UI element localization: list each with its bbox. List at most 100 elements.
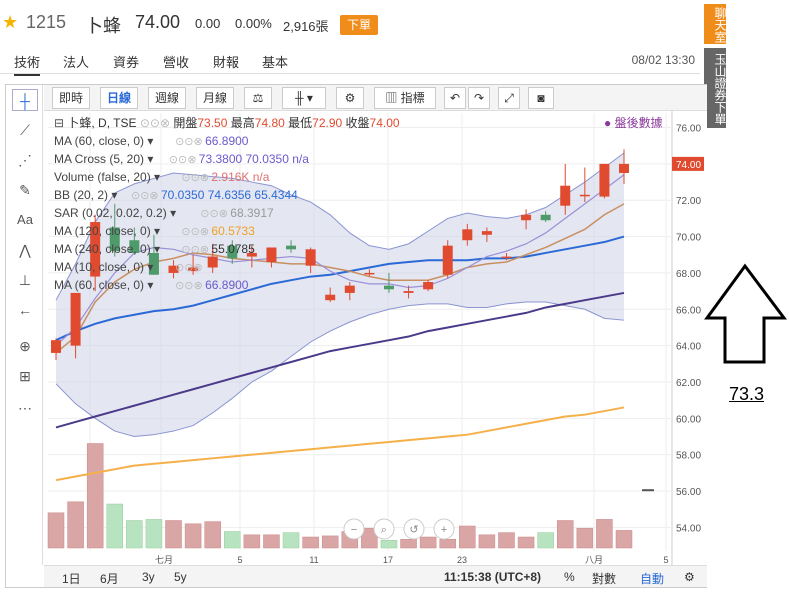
order-button[interactable]: 下單	[340, 15, 378, 35]
period-monthly-button[interactable]: 月線	[196, 87, 234, 109]
chat-room-button[interactable]: 聊天室	[704, 4, 727, 44]
candle-body	[344, 285, 355, 293]
volume-bar	[86, 443, 104, 549]
period-daily-button[interactable]: 日線	[100, 87, 138, 109]
x-tick-label: 11	[309, 555, 318, 565]
crosshair-icon[interactable]: ┼	[12, 89, 38, 111]
legend-row-label: SAR (0.02, 0.02, 0.2) ▾	[54, 206, 176, 220]
legend-row-icons: ⊙⊙⊗	[175, 262, 203, 274]
volume-bar	[400, 538, 417, 549]
volume-bar	[67, 501, 84, 549]
range-3y-button[interactable]: 3y	[142, 570, 155, 584]
volume-bar	[478, 534, 496, 549]
candle-body	[109, 227, 120, 252]
gear-icon[interactable]: ⚙	[336, 87, 364, 109]
candle-body	[168, 265, 179, 273]
fib-icon[interactable]: ⋰	[18, 152, 32, 168]
x-tick-label: 八月	[585, 555, 603, 565]
compare-icon[interactable]: ⚖	[244, 87, 272, 109]
ruler-icon[interactable]: ⊞	[19, 368, 31, 384]
measure-icon[interactable]: ⊥	[18, 272, 32, 288]
candle-body	[70, 292, 81, 346]
volume-bar	[302, 536, 319, 549]
arrow-left-icon[interactable]: ←	[18, 302, 32, 318]
volume-bar	[517, 536, 535, 549]
trade-volume: 2,916張	[283, 19, 329, 34]
range-1d-button[interactable]: 1日	[62, 572, 81, 586]
volume-bar	[596, 519, 613, 549]
more-icon[interactable]: ⋯	[18, 400, 32, 416]
candle-body	[423, 282, 434, 290]
candle-type-icon[interactable]: ╫ ▾	[282, 87, 326, 109]
candle-body	[383, 285, 394, 290]
volume-bar	[106, 503, 124, 549]
legend-row-label: MA Cross (5, 20) ▾	[54, 152, 153, 166]
volume-bar	[537, 532, 554, 549]
candle-body	[148, 252, 159, 275]
volume-bar	[439, 538, 456, 549]
pattern-icon[interactable]: ⋀	[19, 242, 31, 258]
stock-price: 74.00	[135, 12, 181, 32]
tab-technical[interactable]: 技術	[14, 52, 41, 76]
section-tabs: 技術 法人 資券 營收 財報 基本 08/02 13:30	[0, 48, 700, 76]
zoom-control-glyph: ⌕	[381, 524, 387, 536]
undo-icon[interactable]: ↶	[444, 87, 466, 109]
indicators-icon: ▥	[385, 91, 401, 105]
candle-body	[481, 231, 492, 235]
log-toggle[interactable]: 對數	[592, 572, 617, 586]
volume-bar	[556, 520, 574, 549]
legend-row-icons: ⊙⊙⊗	[175, 280, 203, 292]
redo-icon[interactable]: ↷	[468, 87, 490, 109]
candle-body	[286, 245, 297, 250]
candle-body	[246, 252, 257, 257]
tab-margin[interactable]: 資券	[113, 55, 140, 70]
period-realtime-button[interactable]: 即時	[52, 87, 90, 109]
period-weekly-button[interactable]: 週線	[148, 87, 186, 109]
candle-body	[540, 214, 551, 221]
chart-bottom-bar: 1日 6月 3y 5y 11:15:38 (UTC+8) % 對數 自動 ⚙	[44, 565, 707, 587]
candle-body	[227, 245, 238, 259]
y-tick-label: 58.00	[676, 451, 701, 462]
volume-bar	[47, 512, 65, 549]
volume-bar	[282, 532, 300, 549]
candle-body	[90, 222, 101, 277]
candle-body	[325, 294, 336, 301]
text-tool-icon[interactable]: Aa	[17, 212, 33, 227]
volume-bar	[419, 536, 437, 549]
range-5y-button[interactable]: 5y	[174, 570, 187, 584]
broker-order-button[interactable]: 玉山證券下單	[704, 48, 727, 128]
tab-financials[interactable]: 財報	[213, 55, 240, 70]
range-6m-button[interactable]: 6月	[100, 572, 119, 586]
zoom-control-glyph: +	[441, 524, 447, 536]
auto-scale-toggle[interactable]: 自動	[640, 572, 665, 586]
legend-row-value: 2.916K n/a	[211, 170, 269, 184]
legend-row-icons: ⊙⊙⊗	[181, 172, 209, 184]
x-tick-label: 七月	[155, 555, 173, 565]
trend-line-icon[interactable]: ⟋	[20, 122, 30, 138]
legend-row-value: 55.0785	[211, 242, 255, 256]
candle-body	[462, 229, 473, 241]
zoom-icon[interactable]: ⊕	[19, 338, 31, 354]
camera-icon[interactable]: ◙	[528, 87, 554, 109]
x-tick-label: 23	[457, 555, 467, 565]
brush-icon[interactable]: ✎	[19, 182, 31, 198]
price-chart[interactable]: 76.00 74.00 72.00 70.00 68.00 66.00 64.00 62.00…	[44, 111, 707, 565]
tab-institutional[interactable]: 法人	[63, 55, 90, 70]
star-icon[interactable]: ★	[2, 12, 19, 32]
indicators-button[interactable]: ▥ 指標	[374, 87, 436, 109]
fullscreen-icon[interactable]: ⤢	[498, 87, 520, 109]
y-tick-label: 60.00	[676, 414, 701, 425]
candle-body	[364, 272, 375, 275]
legend-row-value: 60.5733	[211, 224, 255, 238]
settings-gear-icon[interactable]: ⚙	[684, 570, 695, 584]
zoom-control-glyph: ↺	[409, 524, 418, 536]
tab-revenue[interactable]: 營收	[163, 55, 190, 70]
tab-basics[interactable]: 基本	[262, 55, 289, 70]
legend-row-label: MA (60, close, 0) ▾	[54, 278, 153, 292]
zoom-control-glyph: −	[351, 524, 357, 536]
legend-row-label: MA (10, close, 0) ▾	[54, 260, 153, 274]
x-tick-label: 17	[383, 555, 393, 565]
percent-toggle[interactable]: %	[564, 570, 575, 584]
annotation-value: 73.3	[729, 384, 765, 404]
indicators-label: 指標	[400, 91, 425, 105]
